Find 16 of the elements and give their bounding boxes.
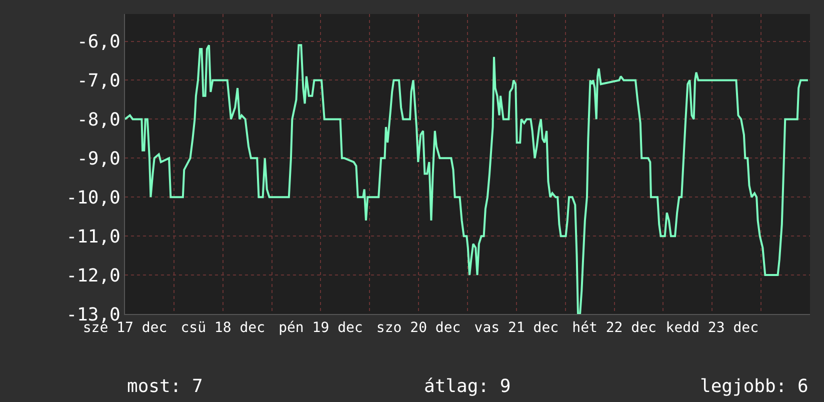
text: átlag: 9 bbox=[424, 376, 511, 397]
y-tick-label: -10,0 bbox=[66, 187, 120, 208]
x-tick-label: vas 21 dec bbox=[474, 320, 559, 336]
x-tick-label: csü 18 dec bbox=[180, 320, 266, 336]
y-tick-label: -11,0 bbox=[66, 226, 120, 248]
x-tick-label: hét 22 dec bbox=[572, 320, 656, 336]
text: most: 7 bbox=[127, 376, 203, 397]
text: legjobb: 6 bbox=[700, 376, 808, 397]
x-tick-label: kedd 23 dec bbox=[666, 320, 758, 336]
y-tick-label: -7,0 bbox=[77, 70, 120, 92]
y-tick-label: -9,0 bbox=[77, 148, 120, 170]
y-tick-label: -12,0 bbox=[66, 265, 120, 286]
x-tick-label: pén 19 dec bbox=[278, 320, 363, 336]
y-tick-label: -6,0 bbox=[77, 32, 120, 53]
x-tick-label: szo 20 dec bbox=[376, 320, 461, 336]
y-tick-label: -8,0 bbox=[77, 109, 120, 130]
